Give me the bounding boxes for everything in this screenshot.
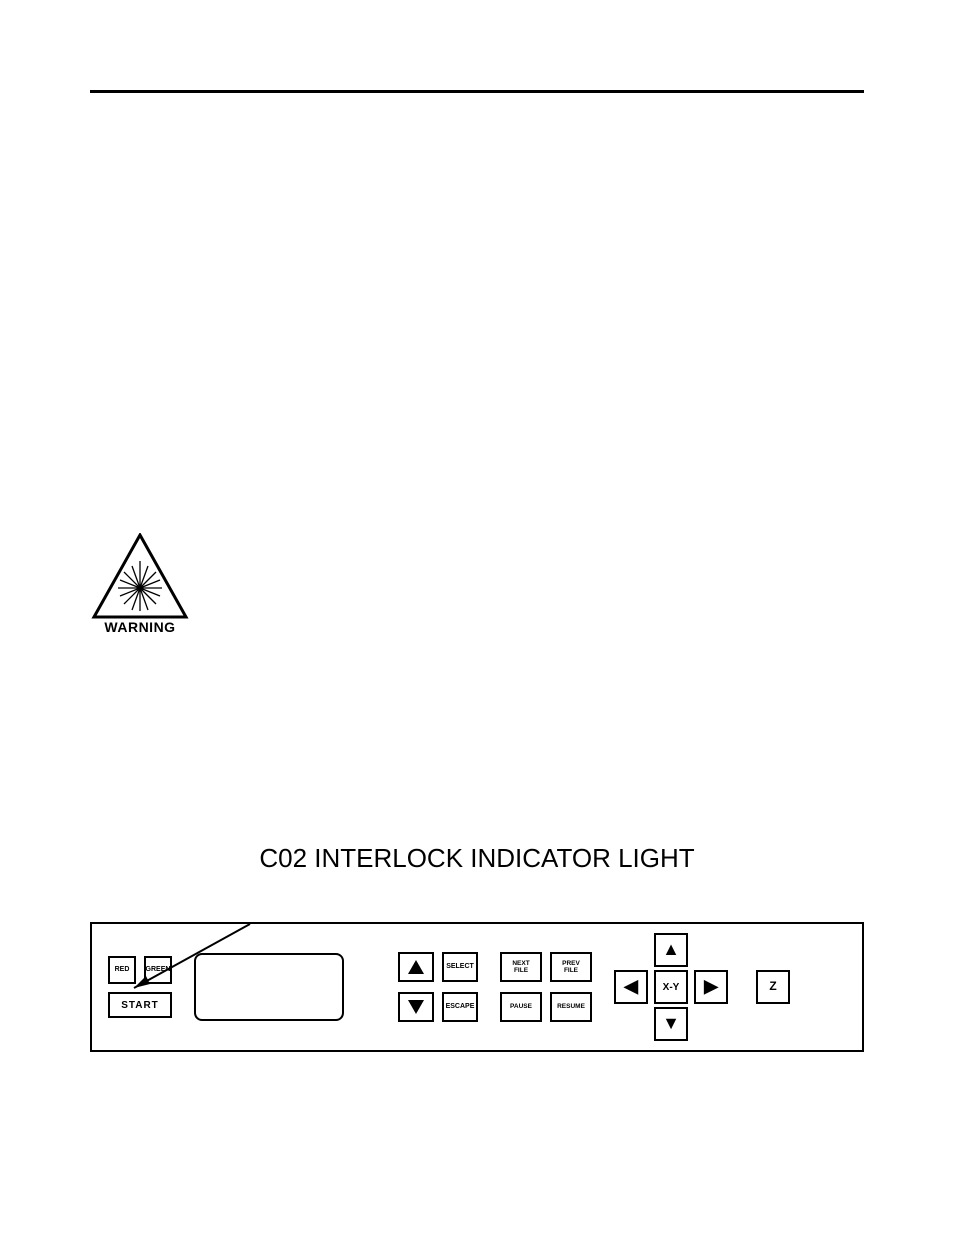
arrow-right-icon: ▶	[704, 977, 718, 997]
figure-title: C02 INTERLOCK INDICATOR LIGHT	[90, 843, 864, 874]
triangle-up-icon	[408, 960, 424, 974]
next-file-button[interactable]: NEXT FILE	[500, 952, 542, 982]
green-button[interactable]: GREEN	[144, 956, 172, 984]
top-rule	[90, 90, 864, 93]
warning-symbol: WARNING	[90, 533, 200, 643]
xy-left-button[interactable]: ◀	[614, 970, 648, 1004]
panel-wrap: RED GREEN START SELECT ESCA	[90, 922, 864, 1052]
xy-right-button[interactable]: ▶	[694, 970, 728, 1004]
menu-cluster: SELECT ESCAPE	[398, 952, 478, 1022]
arrow-down-icon: ▼	[662, 1014, 680, 1034]
prev-file-button[interactable]: PREV FILE	[550, 952, 592, 982]
xy-arrow-pad: ▲ ◀ X-Y ▶ ▼	[614, 933, 728, 1041]
xy-up-button[interactable]: ▲	[654, 933, 688, 967]
menu-up-button[interactable]	[398, 952, 434, 982]
resume-button[interactable]: RESUME	[550, 992, 592, 1022]
arrow-left-icon: ◀	[624, 977, 638, 997]
select-button[interactable]: SELECT	[442, 952, 478, 982]
control-panel: RED GREEN START SELECT ESCA	[90, 922, 864, 1052]
escape-button[interactable]: ESCAPE	[442, 992, 478, 1022]
menu-down-button[interactable]	[398, 992, 434, 1022]
triangle-down-icon	[408, 1000, 424, 1014]
warning-label: WARNING	[90, 619, 190, 635]
xy-center-button[interactable]: X-Y	[654, 970, 688, 1004]
figure-area: C02 INTERLOCK INDICATOR LIGHT RED GREEN …	[90, 843, 864, 1052]
start-button[interactable]: START	[108, 992, 172, 1018]
z-cluster: Z	[756, 970, 790, 1004]
arrow-up-icon: ▲	[662, 940, 680, 960]
warning-triangle-icon	[90, 533, 190, 621]
xy-down-button[interactable]: ▼	[654, 1007, 688, 1041]
body-text-area	[90, 133, 864, 513]
z-button[interactable]: Z	[756, 970, 790, 1004]
red-button[interactable]: RED	[108, 956, 136, 984]
lcd-display	[194, 953, 344, 1021]
pause-button[interactable]: PAUSE	[500, 992, 542, 1022]
page: WARNING C02 INTERLOCK INDICATOR LIGHT RE…	[0, 0, 954, 1235]
file-cluster: NEXT FILE PREV FILE PAUSE RESUME	[500, 952, 592, 1022]
start-cluster: RED GREEN START	[108, 956, 172, 1018]
